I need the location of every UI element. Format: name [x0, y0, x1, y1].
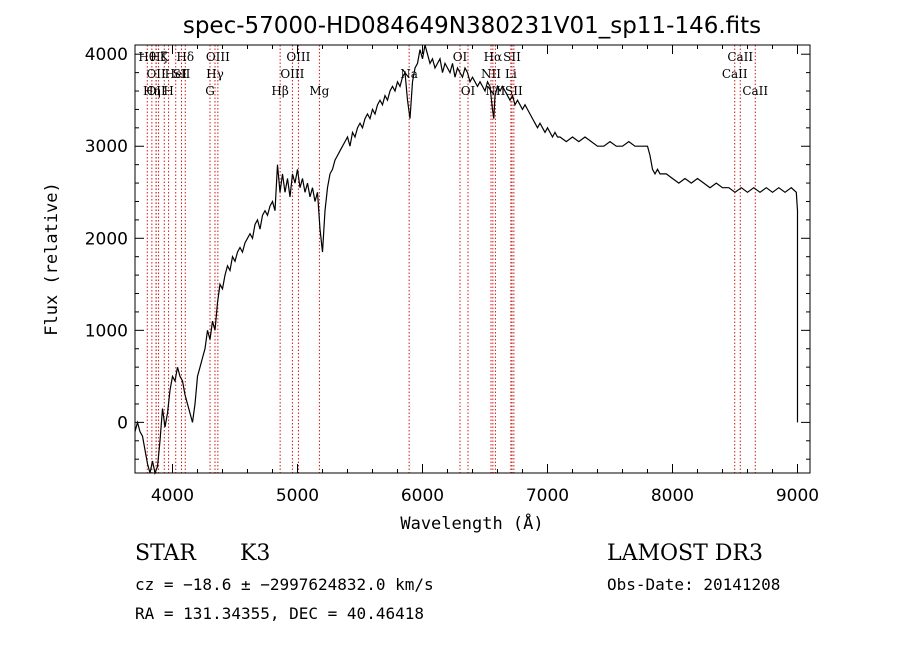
y-tick-label: 3000 [85, 137, 128, 157]
line-label-caii: CaII [742, 84, 768, 98]
line-label-sii: SII [173, 67, 191, 81]
line-label-caii: CaII [727, 50, 753, 64]
survey-name: LAMOST DR3 [607, 541, 763, 566]
line-label-oii: OII [146, 84, 166, 98]
x-tick-label: 7000 [526, 486, 569, 506]
x-tick-label: 9000 [776, 486, 819, 506]
x-tick-label: 5000 [276, 486, 319, 506]
line-label-oiii: OIII [280, 67, 304, 81]
line-label-hζ: Hζ [150, 50, 167, 64]
line-label-hγ: Hγ [206, 67, 224, 81]
line-label-oiii: OIII [206, 50, 230, 64]
y-tick-label: 1000 [85, 321, 128, 341]
spectral-line-markers [146, 45, 756, 473]
x-tick-label: 8000 [651, 486, 694, 506]
line-label-oi: OI [453, 50, 468, 64]
line-label-caii: CaII [722, 67, 748, 81]
spectral-line-labels: HθHηOIIOIIHζKHHeISIIHδGHγOIIIHβOIIIOIIIM… [138, 50, 768, 98]
line-label-hδ: Hδ [176, 50, 194, 64]
line-label-li: Li [505, 67, 517, 81]
object-subclass: K3 [240, 541, 270, 566]
plot-frame [134, 44, 811, 474]
line-label-oii: OII [146, 67, 166, 81]
y-axis-label: Flux (relative) [42, 182, 62, 336]
object-class: STAR [135, 541, 197, 566]
line-label-hei: HeI [165, 67, 188, 81]
line-label-mg: Mg [309, 84, 329, 98]
y-tick-label: 0 [117, 413, 128, 433]
line-label-hη: Hη [143, 84, 161, 98]
obs-date-text: Obs-Date: 20141208 [607, 575, 780, 594]
x-axis-label: Wavelength (Å) [400, 512, 543, 534]
line-label-hθ: Hθ [138, 50, 156, 64]
y-tick-label: 2000 [85, 229, 128, 249]
line-label-h: H [163, 84, 173, 98]
x-tick-label: 4000 [151, 486, 194, 506]
line-label-hβ: Hβ [271, 84, 288, 98]
line-label-oi: OI [461, 84, 476, 98]
coordinates-text: RA = 131.34355, DEC = 40.46418 [135, 604, 424, 623]
line-label-g: G [205, 84, 215, 98]
line-label-k: K [160, 50, 170, 64]
line-label-oiii: OIII [286, 50, 310, 64]
line-label-hα: Hα [484, 50, 503, 64]
line-label-nii: NII [481, 67, 501, 81]
redshift-text: cz = −18.6 ± −2997624832.0 km/s [135, 575, 434, 594]
x-tick-label: 6000 [401, 486, 444, 506]
chart-title: spec-57000-HD084649N380231V01_sp11-146.f… [183, 13, 761, 39]
line-label-sii: SII [505, 84, 523, 98]
y-axis-ticks: 0 1000 2000 3000 4000 [85, 45, 810, 460]
spectrum-line [134, 44, 799, 476]
y-tick-label: 4000 [85, 45, 128, 65]
line-label-sii: SII [503, 50, 521, 64]
x-axis-ticks: 4000 5000 6000 7000 8000 9000 [151, 45, 819, 506]
